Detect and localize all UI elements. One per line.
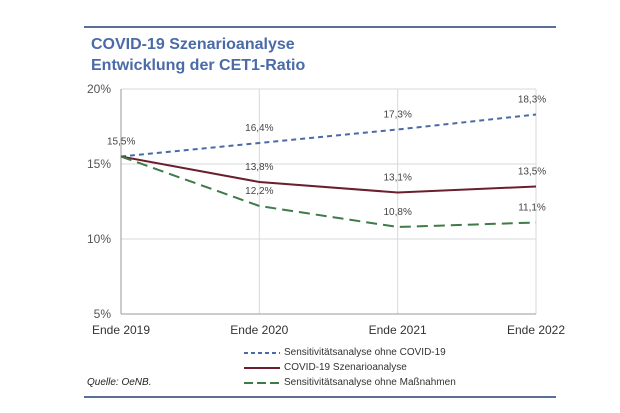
series-line-2 <box>120 155 537 194</box>
x-tick-label: Ende 2021 <box>369 323 427 337</box>
data-label: 15,5% <box>107 137 135 148</box>
legend: Sensitivitätsanalyse ohne COVID-19 COVID… <box>244 345 456 390</box>
x-tick-label: Ende 2019 <box>92 323 150 337</box>
legend-label: Sensitivitätsanalyse ohne Maßnahmen <box>284 377 456 388</box>
bottom-rule <box>84 396 556 398</box>
source-note: Quelle: OeNB. <box>87 377 152 388</box>
legend-swatch-line <box>244 366 280 369</box>
data-label: 13,1% <box>383 173 411 184</box>
y-tick-label: 15% <box>87 157 111 171</box>
data-label: 12,2% <box>245 186 273 197</box>
legend-swatch-line <box>244 351 280 354</box>
legend-label: COVID-19 Szenarioanalyse <box>284 362 407 373</box>
legend-item: Sensitivitätsanalyse ohne COVID-19 <box>244 345 456 360</box>
y-tick-label: 5% <box>94 307 112 321</box>
top-rule <box>84 26 556 28</box>
y-tick-label: 20% <box>87 82 111 96</box>
data-label: 16,4% <box>245 123 273 134</box>
y-tick-label: 10% <box>87 232 111 246</box>
data-label: 11,1% <box>518 203 546 214</box>
data-label: 17,3% <box>383 110 411 121</box>
title-line-1: COVID-19 Szenarioanalyse <box>91 36 295 53</box>
series-line-3 <box>120 155 537 229</box>
series-line-1 <box>120 113 537 158</box>
data-label: 13,5% <box>518 167 546 178</box>
data-label: 10,8% <box>383 207 411 218</box>
x-tick-label: Ende 2022 <box>507 323 565 337</box>
chart-title: COVID-19 Szenarioanalyse Entwicklung der… <box>91 34 305 76</box>
title-line-2: Entwicklung der CET1-Ratio <box>91 57 306 74</box>
x-tick-label: Ende 2020 <box>230 323 288 337</box>
legend-item: COVID-19 Szenarioanalyse <box>244 360 456 375</box>
legend-label: Sensitivitätsanalyse ohne COVID-19 <box>284 347 446 358</box>
legend-item: Sensitivitätsanalyse ohne Maßnahmen <box>244 375 456 390</box>
data-label: 13,8% <box>245 162 273 173</box>
legend-swatch-line <box>244 381 280 384</box>
data-label: 18,3% <box>518 95 546 106</box>
